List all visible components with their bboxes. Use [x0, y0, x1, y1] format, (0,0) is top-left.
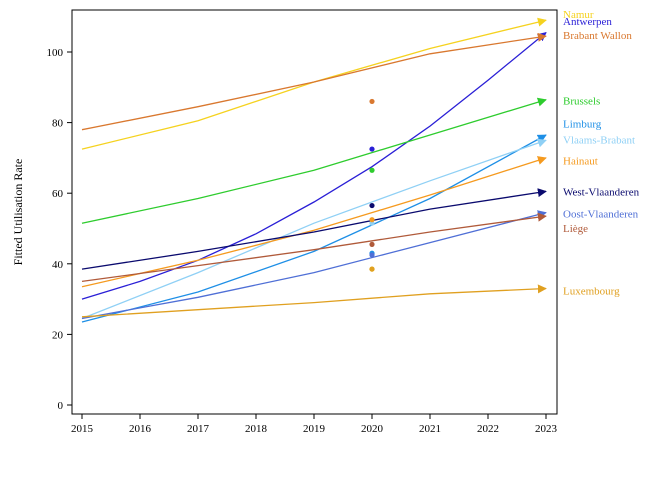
series-label-oost-vlaanderen: Oost-Vlaanderen — [563, 208, 639, 220]
series-label-antwerpen: Antwerpen — [563, 16, 612, 28]
x-tick-label: 2019 — [303, 423, 326, 435]
point-2020-west-vlaanderen — [369, 202, 375, 209]
point-2020-antwerpen — [369, 146, 375, 152]
series-label-namur: Namur — [563, 9, 594, 21]
series-line-hainaut — [81, 156, 547, 288]
series-line-brabant-wallon — [81, 32, 547, 131]
series-label-hainaut: Hainaut — [563, 155, 598, 167]
series-line-luxembourg — [81, 284, 547, 318]
point-2020-oost-vlaanderen — [369, 252, 375, 258]
series-line-oost-vlaanderen — [81, 210, 547, 320]
axes-layer: 2015 2016 2017 2018 2019 2020 2021 2022 2023 0 20 4… — [47, 9, 558, 435]
series-label-liege: Liège — [563, 223, 588, 235]
series-line-west-vlaanderen — [81, 188, 547, 270]
y-tick-label: 100 — [47, 47, 64, 59]
series-line-limburg — [81, 134, 547, 323]
y-tick-label: 40 — [52, 259, 64, 271]
point-2020-liege — [369, 241, 375, 247]
x-tick-label: 2020 — [361, 423, 384, 435]
y-axis-label: Fitted Utilisation Rate — [11, 159, 25, 266]
series-layer — [81, 17, 547, 323]
series-line-brussels — [81, 97, 547, 224]
x-tick-label: 2017 — [187, 423, 210, 435]
x-tick-label: 2023 — [535, 423, 558, 435]
series-label-brabant-wallon: Brabant Wallon — [563, 30, 632, 42]
series-label-luxembourg: Luxembourg — [563, 285, 620, 297]
series-label-vlaams-brabant: Vlaams-Brabant — [563, 135, 635, 147]
series-line-antwerpen — [81, 32, 547, 300]
x-tick-label: 2015 — [71, 423, 94, 435]
y-tick-label: 80 — [52, 118, 64, 130]
x-tick-label: 2016 — [129, 423, 152, 435]
points-layer — [369, 98, 375, 272]
point-2020-luxembourg — [369, 266, 375, 272]
x-tick-label: 2018 — [245, 423, 268, 435]
series-line-liege — [81, 212, 547, 283]
plot-frame — [71, 9, 558, 415]
series-label-limburg: Limburg — [563, 119, 602, 131]
point-2020-brussels — [369, 167, 375, 173]
y-tick-label: 20 — [52, 329, 64, 341]
point-2020-brabant-wallon — [369, 98, 375, 105]
series-label-brussels: Brussels — [563, 96, 600, 108]
series-line-vlaams-brabant — [81, 138, 547, 320]
series-label-west-vlaanderen: West-Vlaanderen — [563, 186, 640, 198]
y-tick-label: 60 — [52, 188, 64, 200]
x-tick-label: 2021 — [419, 423, 441, 435]
x-tick-label: 2022 — [477, 423, 499, 435]
y-tick-label: 0 — [58, 400, 64, 412]
series-line-namur — [81, 17, 547, 150]
point-2020-hainaut — [369, 217, 375, 223]
